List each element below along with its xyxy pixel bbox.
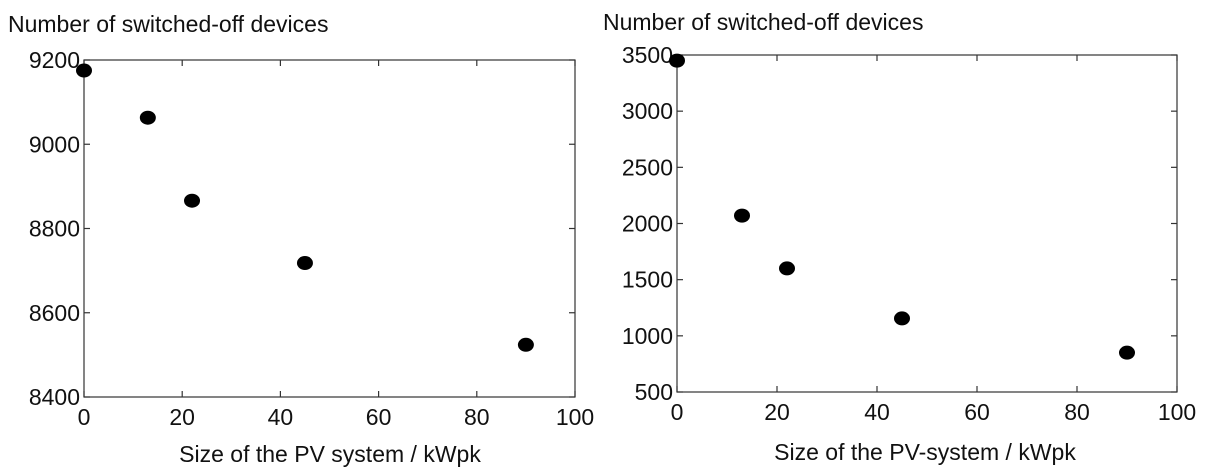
y-tick-label: 9000 bbox=[29, 131, 80, 157]
y-tick-label: 500 bbox=[635, 379, 673, 405]
y-axis-label: Number of switched-off devices bbox=[8, 11, 328, 37]
data-point bbox=[894, 311, 910, 326]
x-tick-label: 0 bbox=[671, 399, 684, 425]
chart-panel-1: Number of switched-off devices Size of th… bbox=[8, 11, 594, 467]
y-tick-label: 1000 bbox=[622, 323, 673, 349]
plot-frame bbox=[676, 54, 1178, 393]
y-tick-label: 8400 bbox=[29, 384, 80, 410]
chart-panel-2: Number of switched-off devices Size of th… bbox=[603, 9, 1196, 465]
x-tick-label: 60 bbox=[366, 404, 392, 430]
x-axis-label: Size of the PV-system / kWpk bbox=[774, 439, 1076, 465]
data-point bbox=[734, 208, 750, 223]
data-point bbox=[139, 110, 156, 125]
y-tick-label: 1500 bbox=[622, 267, 673, 293]
x-axis-label: Size of the PV system / kWpk bbox=[179, 441, 481, 467]
x-tick-label: 80 bbox=[1064, 399, 1090, 425]
y-tick-label: 3500 bbox=[622, 42, 673, 68]
data-point bbox=[517, 337, 534, 352]
data-point bbox=[779, 261, 795, 276]
data-point bbox=[669, 53, 685, 68]
x-tick-label: 80 bbox=[464, 404, 490, 430]
x-tick-label: 100 bbox=[556, 404, 594, 430]
x-tick-label: 0 bbox=[78, 404, 91, 430]
x-tick-label: 20 bbox=[764, 399, 790, 425]
y-tick-label: 3000 bbox=[622, 98, 673, 124]
y-tick-label: 8600 bbox=[29, 300, 80, 326]
data-point bbox=[184, 193, 201, 208]
data-point bbox=[296, 256, 313, 271]
x-tick-label: 60 bbox=[964, 399, 990, 425]
x-tick-label: 100 bbox=[1158, 399, 1196, 425]
y-tick-label: 8800 bbox=[29, 216, 80, 242]
x-tick-label: 40 bbox=[864, 399, 890, 425]
y-tick-label: 2000 bbox=[622, 211, 673, 237]
y-axis-label: Number of switched-off devices bbox=[603, 9, 923, 35]
y-tick-label: 9200 bbox=[29, 47, 80, 73]
data-point bbox=[1119, 345, 1135, 360]
plot-frame bbox=[83, 59, 576, 398]
y-tick-label: 2500 bbox=[622, 154, 673, 180]
x-tick-label: 40 bbox=[268, 404, 294, 430]
data-point bbox=[76, 63, 92, 78]
x-tick-label: 20 bbox=[169, 404, 195, 430]
